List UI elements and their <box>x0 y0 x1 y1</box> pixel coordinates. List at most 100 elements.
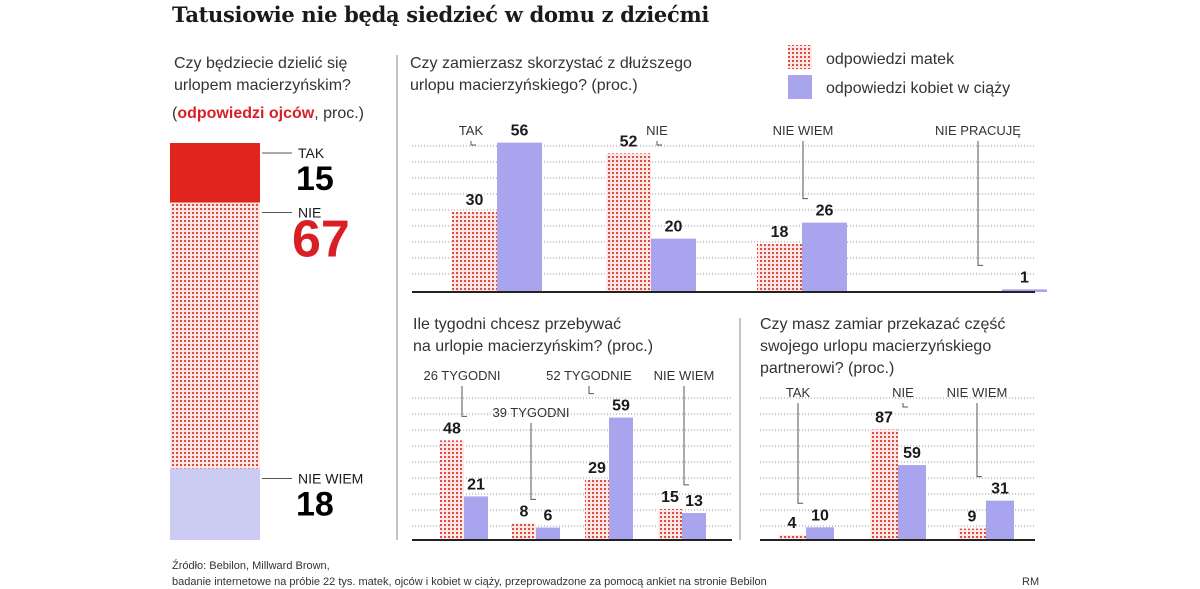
p2-value-pregnant: 1 <box>1020 269 1029 286</box>
p4-value-mothers: 87 <box>875 410 893 427</box>
p1-subtitle-open: ( <box>172 105 178 122</box>
fathers-value-nie-wiem: 18 <box>296 486 334 524</box>
p1-title-line1: Czy będziecie dzielić się <box>174 55 348 72</box>
p2-category-label: NIE PRACUJĘ <box>935 123 1021 138</box>
legend-label-pregnant: odpowiedzi kobiet w ciąży <box>826 80 1010 97</box>
p2-bar-pregnant <box>1002 289 1047 292</box>
p2-bar-pregnant <box>651 238 696 292</box>
p4-bar-mothers <box>870 429 898 540</box>
p4-title-line2: swojego urlopu macierzyńskiego <box>760 338 991 355</box>
p2-value-pregnant: 20 <box>665 219 683 236</box>
p3-category-label: 26 TYGODNI <box>423 368 500 383</box>
fathers-value-tak: 15 <box>296 160 334 198</box>
fathers-label-tak: TAK <box>298 145 325 161</box>
p2-bar-pregnant <box>802 222 847 292</box>
p2-bar-mothers <box>606 153 651 292</box>
p2-category-label: NIE <box>646 123 668 138</box>
p4-value-pregnant: 10 <box>811 507 829 524</box>
p1-subtitle-highlight: odpowiedzi ojców <box>177 105 314 122</box>
p2-bar-pregnant <box>497 142 542 292</box>
p3-category-pointer <box>588 386 594 395</box>
p4-value-pregnant: 31 <box>991 481 1009 498</box>
p3-bar-mothers <box>512 523 536 540</box>
p2-value-pregnant: 56 <box>511 123 529 140</box>
fathers-segment-nie-wiem <box>170 468 260 540</box>
p2-value-mothers: 18 <box>771 224 789 241</box>
p2-category-pointer <box>977 141 983 266</box>
p3-category-label: 52 TYGODNIE <box>546 368 632 383</box>
panel-transfer: Czy masz zamiar przekazać część swojego u… <box>760 316 1035 541</box>
p2-value-pregnant: 26 <box>816 203 834 220</box>
p4-value-pregnant: 59 <box>903 445 921 462</box>
p2-category-pointer <box>802 141 808 200</box>
p3-title-line1: Ile tygodni chcesz przebywać <box>413 316 621 333</box>
p3-title-line2: na urlopie macierzyńskim? (proc.) <box>413 338 653 355</box>
p3-category-label: 39 TYGODNI <box>492 405 569 420</box>
panel-fathers: Czy będziecie dzielić się urlopem macier… <box>170 55 364 540</box>
p3-value-mothers: 8 <box>520 503 529 520</box>
fathers-segment-nie <box>170 202 260 469</box>
p3-value-pregnant: 6 <box>544 508 553 525</box>
p3-bar-pregnant <box>464 496 488 540</box>
p3-bar-mothers <box>440 440 464 540</box>
legend: odpowiedzi matek odpowiedzi kobiet w cią… <box>788 45 1010 99</box>
p2-value-mothers: 30 <box>466 192 484 209</box>
p3-category-pointer <box>683 386 689 486</box>
p4-bar-pregnant <box>986 500 1014 540</box>
p1-subtitle: (odpowiedzi ojców, proc.) <box>172 105 364 122</box>
p3-category-pointer <box>530 423 536 500</box>
p2-value-mothers: 52 <box>620 133 638 150</box>
legend-swatch-pregnant <box>788 75 812 99</box>
p3-bar-mothers <box>585 479 609 540</box>
p4-category-pointer <box>902 403 908 408</box>
source-line2: badanie internetowe na próbie 22 tys. ma… <box>172 576 767 588</box>
fathers-label-nie: NIE <box>298 205 321 221</box>
p3-bar-pregnant <box>609 417 633 540</box>
p2-bar-mothers <box>757 244 802 292</box>
p2-category-pointer <box>470 141 476 146</box>
p4-category-label: NIE WIEM <box>947 385 1008 400</box>
p2-title-line1: Czy zamierzasz skorzystać z dłuższego <box>410 55 692 72</box>
p4-bar-pregnant <box>898 465 926 540</box>
panel-weeks: Ile tygodni chcesz przebywać na urlopie m… <box>412 316 732 541</box>
fathers-value-nie: 67 <box>292 211 350 269</box>
fathers-segment-tak <box>170 143 260 203</box>
p2-category-label: TAK <box>459 123 484 138</box>
p3-value-mothers: 29 <box>588 460 606 477</box>
p4-category-pointer <box>976 403 982 478</box>
source-line1: Źródło: Bebilon, Millward Brown, <box>172 559 330 572</box>
panel-longer-leave: Czy zamierzasz skorzystać z dłuższego url… <box>410 55 1047 293</box>
p3-bar-pregnant <box>682 513 706 540</box>
p3-bar-pregnant <box>536 527 560 540</box>
p3-value-pregnant: 13 <box>685 493 703 510</box>
p4-category-pointer <box>797 403 803 504</box>
p3-bar-mothers <box>658 508 682 540</box>
source-credit: RM <box>1022 576 1039 588</box>
p2-bar-mothers <box>452 212 497 292</box>
p4-category-label: NIE <box>892 385 914 400</box>
p4-bar-mothers <box>958 528 986 540</box>
p4-value-mothers: 4 <box>788 515 797 532</box>
legend-swatch-mothers <box>788 45 812 69</box>
p3-value-pregnant: 21 <box>467 476 485 493</box>
p4-title-line1: Czy masz zamiar przekazać część <box>760 316 1005 333</box>
p3-value-mothers: 15 <box>661 489 679 506</box>
p2-category-label: NIE WIEM <box>773 123 834 138</box>
p4-title-line3: partnerowi? (proc.) <box>760 360 894 377</box>
page-title: Tatusiowie nie będą siedzieć w domu z dz… <box>172 2 710 27</box>
p3-category-label: NIE WIEM <box>654 368 715 383</box>
legend-label-mothers: odpowiedzi matek <box>826 51 955 68</box>
p3-value-pregnant: 59 <box>612 398 630 415</box>
p1-subtitle-rest: , proc.) <box>314 105 364 122</box>
p4-category-label: TAK <box>786 385 811 400</box>
p3-category-pointer <box>461 386 467 417</box>
p1-title-line2: urlopem macierzyńskim? <box>174 77 351 94</box>
p3-value-mothers: 48 <box>443 420 461 437</box>
fathers-label-nie-wiem: NIE WIEM <box>298 471 363 487</box>
p4-value-mothers: 9 <box>968 509 977 526</box>
p4-bar-pregnant <box>806 527 834 540</box>
p2-title-line2: urlopu macierzyńskiego? (proc.) <box>410 77 638 94</box>
p2-category-pointer <box>656 141 662 146</box>
p4-bar-mothers <box>778 534 806 540</box>
